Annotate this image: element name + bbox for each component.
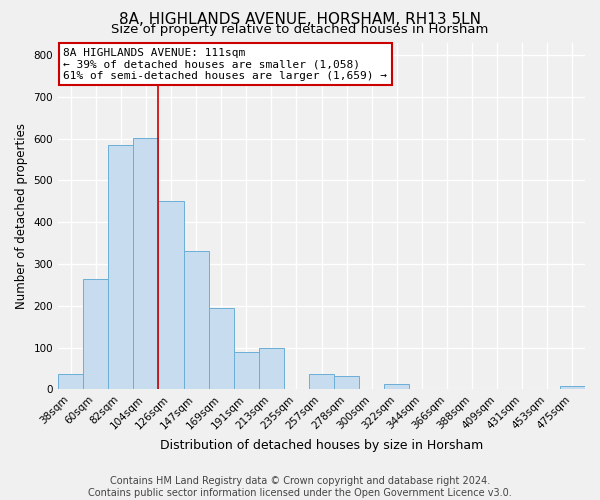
Bar — [233, 352, 259, 390]
Bar — [158, 200, 184, 390]
Bar — [58, 374, 83, 390]
Bar — [334, 376, 359, 390]
Bar — [560, 386, 585, 390]
Text: Size of property relative to detached houses in Horsham: Size of property relative to detached ho… — [112, 22, 488, 36]
Bar — [209, 308, 233, 390]
Bar — [133, 138, 158, 390]
Bar — [83, 278, 108, 390]
Bar — [309, 374, 334, 390]
Y-axis label: Number of detached properties: Number of detached properties — [15, 123, 28, 309]
Text: 8A, HIGHLANDS AVENUE, HORSHAM, RH13 5LN: 8A, HIGHLANDS AVENUE, HORSHAM, RH13 5LN — [119, 12, 481, 28]
Text: 8A HIGHLANDS AVENUE: 111sqm
← 39% of detached houses are smaller (1,058)
61% of : 8A HIGHLANDS AVENUE: 111sqm ← 39% of det… — [64, 48, 388, 81]
Bar — [384, 384, 409, 390]
X-axis label: Distribution of detached houses by size in Horsham: Distribution of detached houses by size … — [160, 440, 483, 452]
Text: Contains HM Land Registry data © Crown copyright and database right 2024.
Contai: Contains HM Land Registry data © Crown c… — [88, 476, 512, 498]
Bar — [108, 145, 133, 390]
Bar — [259, 348, 284, 390]
Bar — [184, 250, 209, 390]
